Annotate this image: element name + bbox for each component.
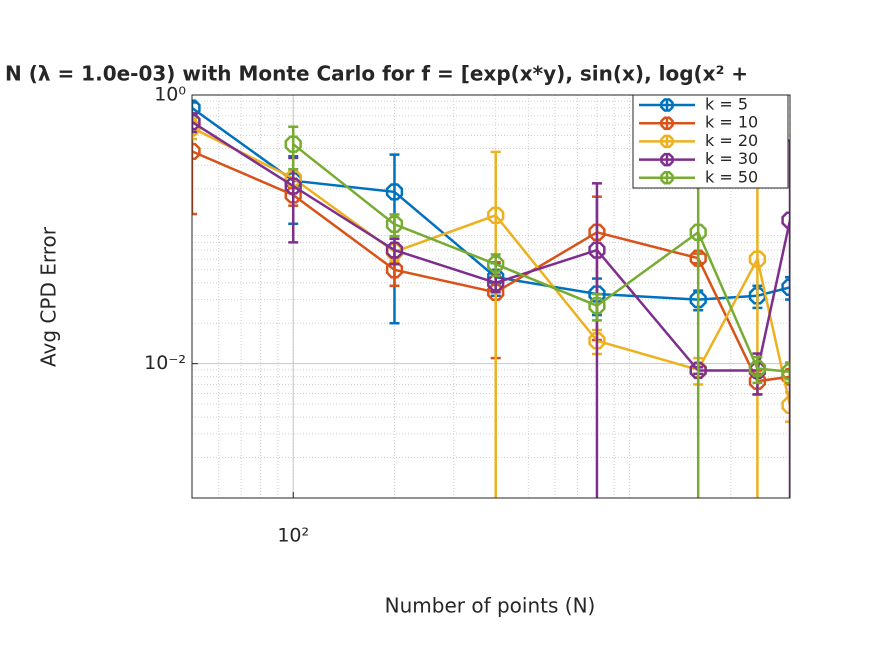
marker [689, 223, 707, 241]
legend-marker [660, 171, 674, 185]
series-line [192, 126, 790, 406]
error-bar [288, 125, 299, 171]
legend-marker [660, 98, 674, 112]
marker [192, 113, 201, 131]
error-bar [785, 361, 790, 385]
legend-marker [660, 152, 674, 167]
marker [284, 135, 302, 153]
marker [748, 250, 767, 268]
marker [385, 241, 404, 259]
marker [781, 278, 790, 296]
legend-label: k = 10 [705, 113, 758, 132]
series-line [192, 150, 790, 383]
y-tick-label: 10⁻² [144, 352, 186, 374]
marker [385, 215, 404, 233]
error-bar [591, 182, 602, 498]
error-bar [192, 117, 197, 141]
y-axis-label: Avg CPD Error [37, 226, 61, 367]
marker [781, 363, 790, 381]
legend-label: k = 30 [705, 149, 758, 168]
error-bar [785, 391, 790, 423]
legend-label: k = 20 [705, 131, 758, 150]
marker [284, 177, 302, 195]
marker [781, 211, 790, 229]
legend-marker [660, 134, 674, 149]
legend-marker [660, 116, 674, 130]
marker [385, 183, 404, 201]
marker [192, 119, 201, 137]
marker [487, 206, 505, 225]
legend: k = 5k = 10k = 20k = 30k = 50 [632, 94, 789, 189]
axes-box [191, 94, 791, 499]
ticks: 10⁻² 10⁰ 10² [144, 84, 309, 547]
marker [487, 255, 505, 273]
legend-label: k = 5 [705, 95, 748, 114]
error-bar [490, 150, 501, 498]
x-axis-label: Number of points (N) [385, 594, 596, 618]
marker [588, 297, 606, 315]
marker [781, 396, 790, 414]
x-tick-label: 10² [277, 525, 309, 547]
chart-title: N (λ = 1.0e-03) with Monte Carlo for f =… [5, 62, 748, 86]
marker [385, 261, 404, 279]
legend-label: k = 50 [705, 167, 758, 186]
series-line [192, 120, 790, 372]
marker [748, 359, 767, 378]
y-tick-label: 10⁰ [154, 84, 186, 106]
marker [487, 274, 505, 292]
error-bar [785, 275, 790, 301]
marker [192, 142, 201, 161]
marker [588, 241, 606, 259]
